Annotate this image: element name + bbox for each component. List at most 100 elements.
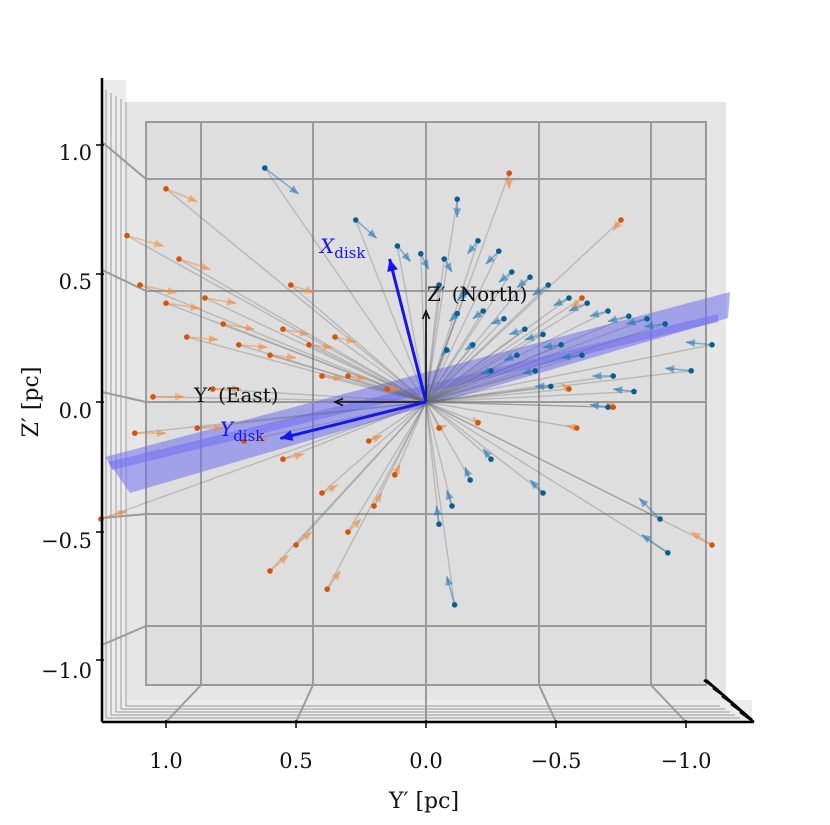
arrow-head (214, 424, 224, 432)
grid-line-perspective (101, 141, 147, 180)
arrow-head (327, 485, 338, 493)
data-point (532, 368, 538, 374)
data-point (280, 456, 286, 463)
data-point (540, 331, 546, 338)
arrow-head (530, 480, 540, 490)
y-tick-label: −1.0 (41, 659, 92, 683)
arrow-head (589, 309, 600, 318)
data-point (665, 550, 671, 556)
arrow-head (491, 316, 501, 325)
arrow-head (190, 303, 200, 311)
data-point (449, 503, 455, 509)
arrow-head (561, 383, 571, 393)
arrow-head (449, 312, 459, 322)
grid-line-perspective (295, 684, 314, 723)
data-point (605, 404, 611, 411)
data-point (220, 321, 226, 327)
origin-ray (425, 401, 456, 605)
origin-ray (425, 401, 492, 460)
origin-ray (425, 401, 471, 481)
arrow-head (323, 342, 333, 351)
arrow-head (433, 506, 442, 516)
origin-ray (165, 302, 427, 403)
origin-ray (425, 401, 661, 520)
y-disk-label: Ydisk (220, 417, 265, 445)
origin-ray (425, 401, 614, 408)
origin-ray (425, 284, 440, 403)
data-point (436, 521, 442, 527)
origin-ray (425, 297, 583, 403)
origin-ray (197, 401, 427, 429)
arrow-head (258, 342, 268, 351)
data-point (280, 326, 286, 333)
arrow-head (613, 386, 623, 395)
data-point (319, 373, 325, 379)
arrow-head (644, 321, 654, 330)
reference-vector (388, 258, 428, 403)
data-point (202, 295, 208, 301)
data-point (324, 586, 331, 592)
data-point (124, 232, 130, 239)
data-point (436, 282, 442, 288)
data-point (462, 290, 468, 296)
data-point (132, 430, 138, 437)
data-point (527, 274, 533, 281)
arrow-head (509, 327, 520, 336)
source-points (98, 165, 715, 608)
data-point (384, 386, 390, 392)
arrow-head (532, 287, 543, 296)
disk-plane-midline (108, 314, 718, 470)
arrow-head (485, 255, 495, 265)
arrow-head (465, 341, 475, 350)
x-tick-label: −1.0 (661, 749, 712, 773)
origin-ray (425, 318, 505, 403)
data-point (306, 342, 312, 348)
x-tick-label: −0.5 (531, 749, 582, 773)
data-point (319, 490, 325, 496)
arrow-head (517, 278, 527, 288)
data-point (709, 542, 715, 548)
arrow-head (641, 534, 652, 544)
arrow-head (626, 317, 636, 326)
data-point (579, 295, 585, 301)
origin-ray (355, 219, 427, 403)
data-point (176, 256, 182, 262)
arrow-head (608, 315, 618, 324)
arrow-head (367, 229, 377, 239)
origin-ray (425, 240, 479, 403)
arrow-head (457, 291, 467, 301)
origin-ray (126, 234, 427, 403)
origin-ray (368, 401, 427, 442)
arrow-head (464, 467, 473, 477)
data-point (584, 300, 590, 307)
origin-ray (425, 310, 484, 403)
data-point (288, 282, 294, 288)
arrow-head (472, 310, 483, 319)
y-east-label: Y′ (East) (193, 383, 279, 407)
arrow-head (294, 452, 304, 461)
arrow-head (443, 262, 452, 272)
data-point (605, 308, 611, 314)
grid-line-perspective (538, 684, 557, 723)
data-point (618, 217, 624, 223)
arrow-head (391, 385, 400, 393)
origin-ray (425, 323, 666, 403)
origin-ray (425, 313, 458, 403)
grid-line-perspective (101, 625, 147, 646)
origin-ray (425, 258, 445, 403)
arrow-head (226, 297, 237, 306)
arrow-head (566, 423, 577, 432)
arrow-head (571, 299, 581, 309)
origin-ray (425, 370, 536, 403)
data-point (293, 542, 299, 548)
data-point (454, 310, 461, 317)
y-tick-label: 0.5 (59, 270, 92, 294)
origin-ray (425, 199, 458, 403)
reference-arrow-head (387, 259, 398, 272)
reference-arrow-head (280, 430, 294, 441)
reference-arrow-head (421, 309, 431, 320)
origin-ray (425, 250, 500, 403)
origin-ray (334, 336, 427, 403)
data-point (236, 342, 242, 348)
arrow-head (153, 239, 164, 248)
